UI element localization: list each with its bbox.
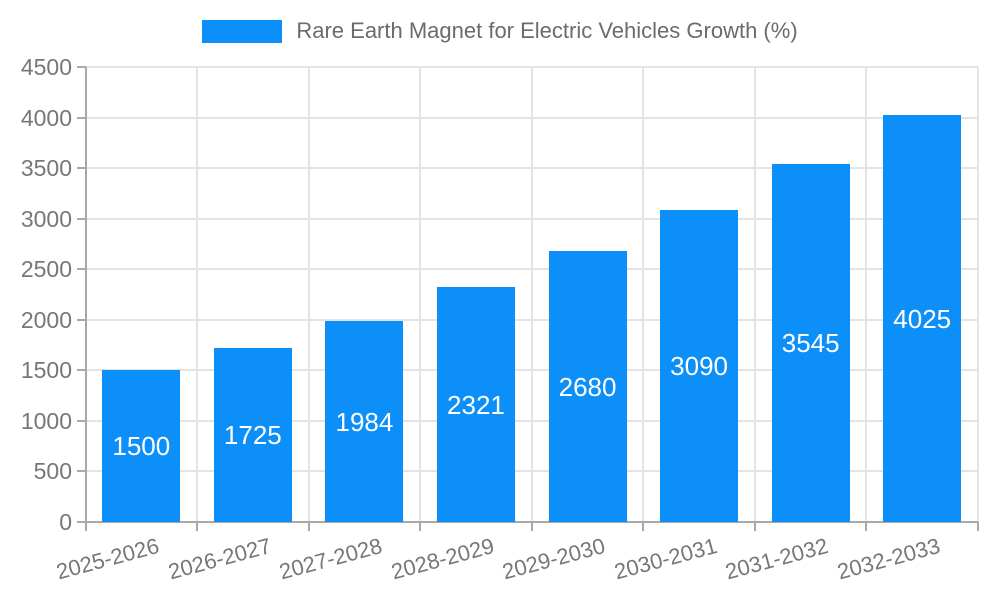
- x-axis-line: [85, 521, 978, 523]
- y-axis-tick: [76, 217, 86, 220]
- x-axis-tick: [307, 522, 310, 531]
- bar: [548, 251, 627, 522]
- x-axis-tick: [977, 522, 979, 531]
- gridline-vertical: [642, 67, 645, 522]
- bar: [771, 163, 850, 522]
- x-axis-tick: [196, 522, 199, 531]
- y-tick-label: 4500: [20, 54, 72, 80]
- x-axis-tick: [642, 522, 645, 531]
- bar-value-label: 1984: [335, 406, 394, 437]
- y-tick-label: 500: [33, 458, 72, 485]
- y-axis-tick: [76, 167, 86, 170]
- bar-value-label: 2321: [447, 389, 505, 420]
- bar: [436, 287, 515, 522]
- x-axis-tick: [753, 522, 756, 531]
- x-axis-tick: [419, 522, 422, 531]
- gridline-vertical: [530, 67, 533, 522]
- chart-legend[interactable]: Rare Earth Magnet for Electric Vehicles …: [0, 18, 1000, 44]
- y-tick-label: 0: [59, 509, 72, 535]
- legend-swatch-icon: [202, 19, 283, 43]
- x-tick-label: 2028-2029: [388, 533, 497, 585]
- y-axis-tick: [76, 318, 86, 321]
- x-tick-label: 2029-2030: [499, 533, 609, 585]
- bar: [213, 347, 292, 522]
- bar-value-label: 3090: [670, 350, 729, 381]
- y-tick-label: 2500: [20, 256, 72, 283]
- x-tick-label: 2032-2033: [834, 533, 943, 585]
- y-tick-label: 3500: [20, 155, 72, 182]
- gridline-vertical: [977, 67, 979, 522]
- y-axis-tick: [76, 116, 86, 119]
- bar-value-label: 3545: [781, 327, 840, 358]
- bar: [660, 209, 739, 522]
- x-tick-label: 2026-2027: [165, 533, 274, 585]
- gridline-vertical: [419, 67, 422, 522]
- bar: [883, 115, 962, 522]
- bar: [325, 321, 404, 522]
- y-axis-tick: [76, 268, 86, 271]
- y-axis-tick: [76, 470, 86, 473]
- x-axis-tick: [865, 522, 868, 531]
- gridline-vertical: [753, 67, 756, 522]
- y-axis-tick: [76, 66, 86, 68]
- gridline-vertical: [307, 67, 310, 522]
- x-axis-tick: [84, 522, 87, 531]
- y-axis-line: [84, 67, 87, 524]
- y-tick-label: 4000: [20, 104, 72, 131]
- y-tick-label: 2000: [20, 306, 72, 333]
- x-tick-label: 2027-2028: [276, 533, 385, 585]
- y-axis-tick: [76, 369, 86, 372]
- y-axis-tick: [76, 419, 86, 422]
- x-tick-label: 2031-2032: [723, 533, 832, 585]
- bar-value-label: 4025: [893, 303, 952, 334]
- bar: [102, 370, 181, 522]
- bar-value-label: 2680: [558, 371, 617, 402]
- y-tick-label: 3000: [20, 205, 72, 232]
- bar-value-label: 1725: [223, 419, 282, 450]
- gridline-vertical: [865, 67, 868, 522]
- y-tick-label: 1000: [20, 407, 72, 434]
- gridline-vertical: [196, 67, 199, 522]
- legend-label: Rare Earth Magnet for Electric Vehicles …: [296, 18, 798, 43]
- x-tick-label: 2030-2031: [611, 533, 720, 585]
- x-tick-label: 2025-2026: [53, 533, 162, 585]
- x-axis-tick: [530, 522, 533, 531]
- y-axis-tick: [76, 521, 86, 523]
- bar-value-label: 1500: [112, 431, 171, 462]
- y-tick-label: 1500: [20, 357, 72, 384]
